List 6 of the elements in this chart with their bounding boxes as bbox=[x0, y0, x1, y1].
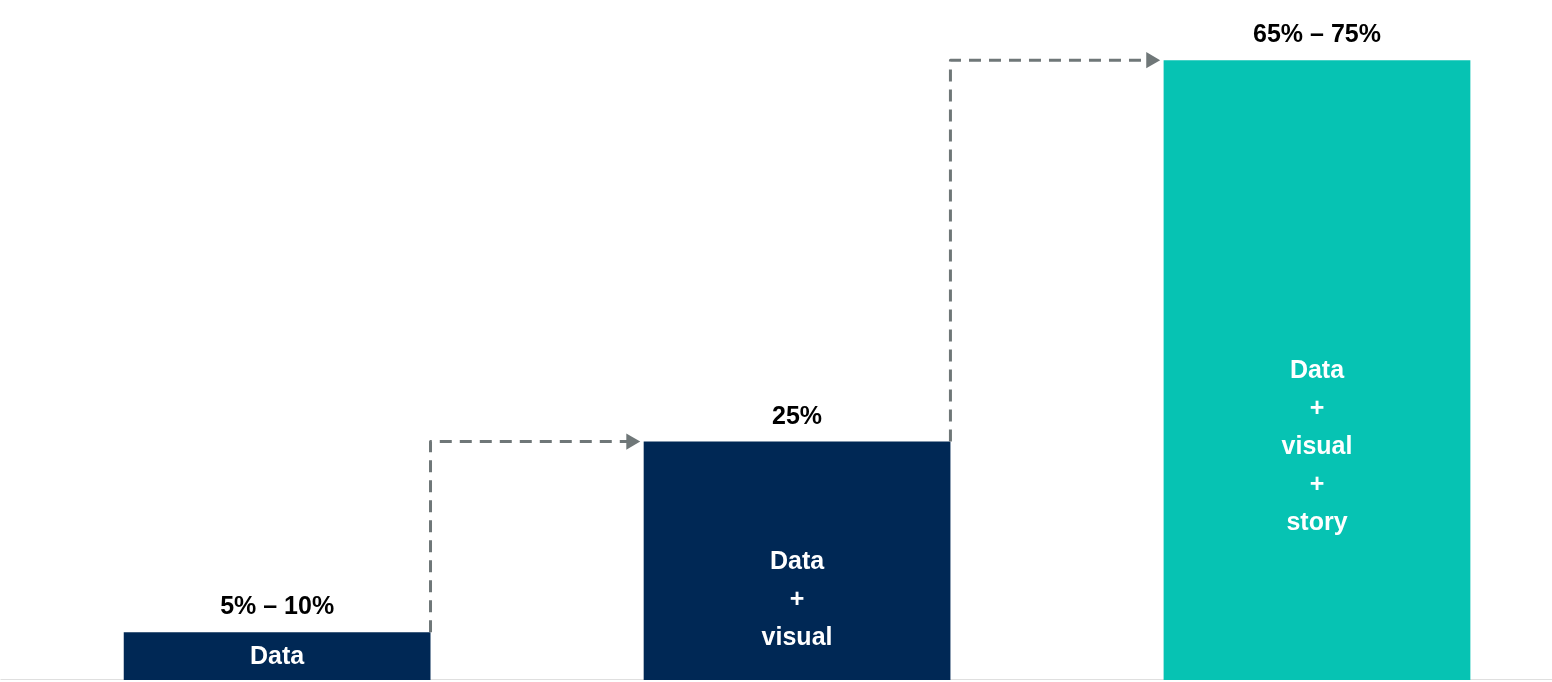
x-tick-label: Data + visual + story bbox=[1281, 355, 1353, 536]
x-tick-label: Data + visual bbox=[761, 545, 833, 650]
x-tick-label: Data bbox=[250, 641, 306, 670]
data-label: 5% – 10% bbox=[220, 591, 335, 620]
data-label: 25% bbox=[772, 400, 823, 429]
data-label: 65% – 75% bbox=[1253, 19, 1381, 48]
